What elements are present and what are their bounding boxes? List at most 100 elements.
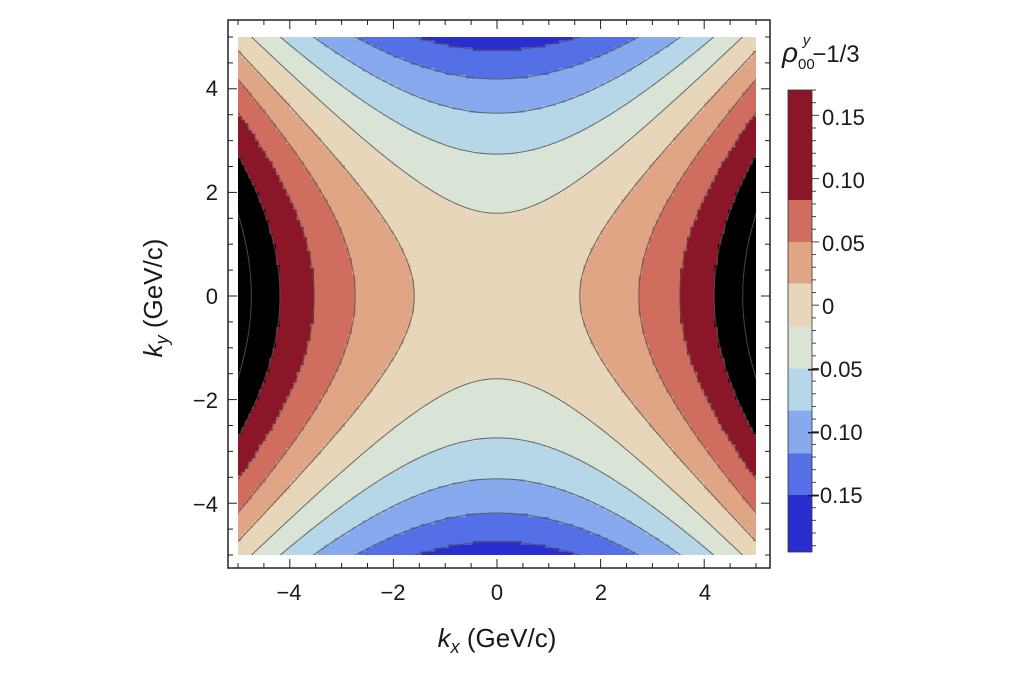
contour-cell bbox=[241, 323, 246, 328]
contour-cell bbox=[275, 482, 281, 487]
contour-cell bbox=[251, 468, 256, 473]
contour-cell bbox=[241, 416, 246, 421]
contour-cell bbox=[255, 182, 260, 187]
contour-cell bbox=[241, 192, 246, 197]
contour-cell bbox=[334, 423, 339, 428]
contour-cell bbox=[248, 78, 253, 83]
contour-cell bbox=[286, 182, 291, 187]
contour-cell bbox=[251, 50, 256, 55]
contour-cell bbox=[351, 106, 357, 111]
contour-cell bbox=[282, 375, 287, 380]
contour-cell bbox=[293, 517, 298, 522]
contour-cell bbox=[255, 247, 260, 252]
contour-cell bbox=[293, 479, 298, 484]
contour-cell bbox=[334, 150, 339, 156]
contour-cell bbox=[331, 389, 336, 394]
contour-cell bbox=[265, 333, 270, 339]
contour-cell bbox=[272, 112, 277, 118]
contour-cell bbox=[248, 292, 253, 297]
contour-cell bbox=[313, 296, 319, 301]
contour-cell bbox=[286, 306, 291, 311]
contour-cell bbox=[320, 537, 325, 542]
contour-cell bbox=[248, 199, 253, 204]
contour-cell bbox=[320, 406, 325, 411]
contour-cell bbox=[327, 202, 332, 207]
contour-cell bbox=[296, 251, 301, 256]
contour-cell bbox=[303, 320, 308, 325]
contour-cell bbox=[241, 81, 246, 86]
contour-cell bbox=[251, 523, 256, 528]
contour-cell bbox=[341, 81, 346, 86]
contour-cell bbox=[351, 164, 357, 169]
contour-cell bbox=[296, 513, 301, 518]
contour-cell bbox=[338, 251, 343, 256]
contour-cell bbox=[272, 54, 277, 59]
contour-cell bbox=[282, 354, 287, 359]
contour-cell bbox=[289, 123, 294, 128]
contour-cell bbox=[303, 337, 308, 342]
contour-cell bbox=[265, 254, 270, 259]
contour-cell bbox=[324, 316, 329, 321]
contour-cell bbox=[345, 64, 350, 69]
contour-cell bbox=[255, 195, 260, 200]
contour-cell bbox=[351, 43, 357, 48]
contour-cell bbox=[313, 320, 319, 325]
contour-cell bbox=[255, 399, 260, 404]
contour-cell bbox=[251, 330, 256, 335]
contour-cell bbox=[296, 130, 301, 135]
contour-cell bbox=[324, 271, 329, 276]
contour-cell bbox=[331, 416, 336, 421]
contour-cell bbox=[272, 510, 277, 515]
contour-cell bbox=[296, 548, 301, 553]
contour-cell bbox=[334, 340, 339, 345]
contour-cell bbox=[317, 202, 322, 207]
contour-cell bbox=[345, 333, 350, 339]
contour-cell bbox=[286, 492, 291, 497]
contour-cell bbox=[289, 323, 294, 328]
contour-cell bbox=[248, 144, 253, 149]
contour-cell bbox=[303, 106, 308, 111]
contour-cell bbox=[324, 496, 329, 501]
contour-cell bbox=[317, 178, 322, 183]
contour-cell bbox=[313, 74, 319, 80]
contour-cell bbox=[327, 144, 332, 149]
contour-cell bbox=[265, 292, 270, 297]
contour-cell bbox=[241, 199, 246, 204]
contour-cell bbox=[241, 396, 246, 401]
contour-cell bbox=[241, 261, 246, 266]
contour-cell bbox=[324, 78, 329, 83]
contour-cell bbox=[244, 99, 249, 104]
contour-cell bbox=[244, 133, 249, 138]
contour-cell bbox=[248, 130, 253, 135]
contour-cell bbox=[296, 237, 301, 242]
contour-cell bbox=[307, 409, 312, 415]
contour-cell bbox=[303, 420, 308, 425]
contour-cell bbox=[255, 106, 260, 111]
contour-cell bbox=[282, 164, 287, 169]
contour-cell bbox=[324, 261, 329, 266]
contour-cell bbox=[296, 368, 301, 373]
contour-cell bbox=[303, 371, 308, 377]
contour-cell bbox=[334, 282, 339, 287]
contour-cell bbox=[286, 309, 291, 314]
contour-cell bbox=[341, 47, 346, 52]
contour-cell bbox=[341, 302, 346, 307]
contour-cell bbox=[313, 85, 319, 90]
contour-cell bbox=[348, 50, 353, 55]
contour-cell bbox=[279, 285, 284, 290]
contour-cell bbox=[258, 299, 263, 304]
contour-cell bbox=[272, 223, 277, 228]
contour-cell bbox=[313, 361, 319, 366]
contour-cell bbox=[327, 427, 332, 432]
contour-cell bbox=[334, 64, 339, 69]
contour-cell bbox=[345, 513, 350, 518]
contour-cell bbox=[317, 534, 322, 539]
contour-cell bbox=[320, 220, 325, 225]
contour-cell bbox=[293, 392, 298, 397]
contour-cell bbox=[324, 458, 329, 463]
contour-cell bbox=[269, 517, 274, 522]
contour-cell bbox=[348, 74, 353, 80]
contour-cell bbox=[269, 479, 274, 484]
contour-cell bbox=[317, 199, 322, 204]
contour-cell bbox=[269, 475, 274, 480]
